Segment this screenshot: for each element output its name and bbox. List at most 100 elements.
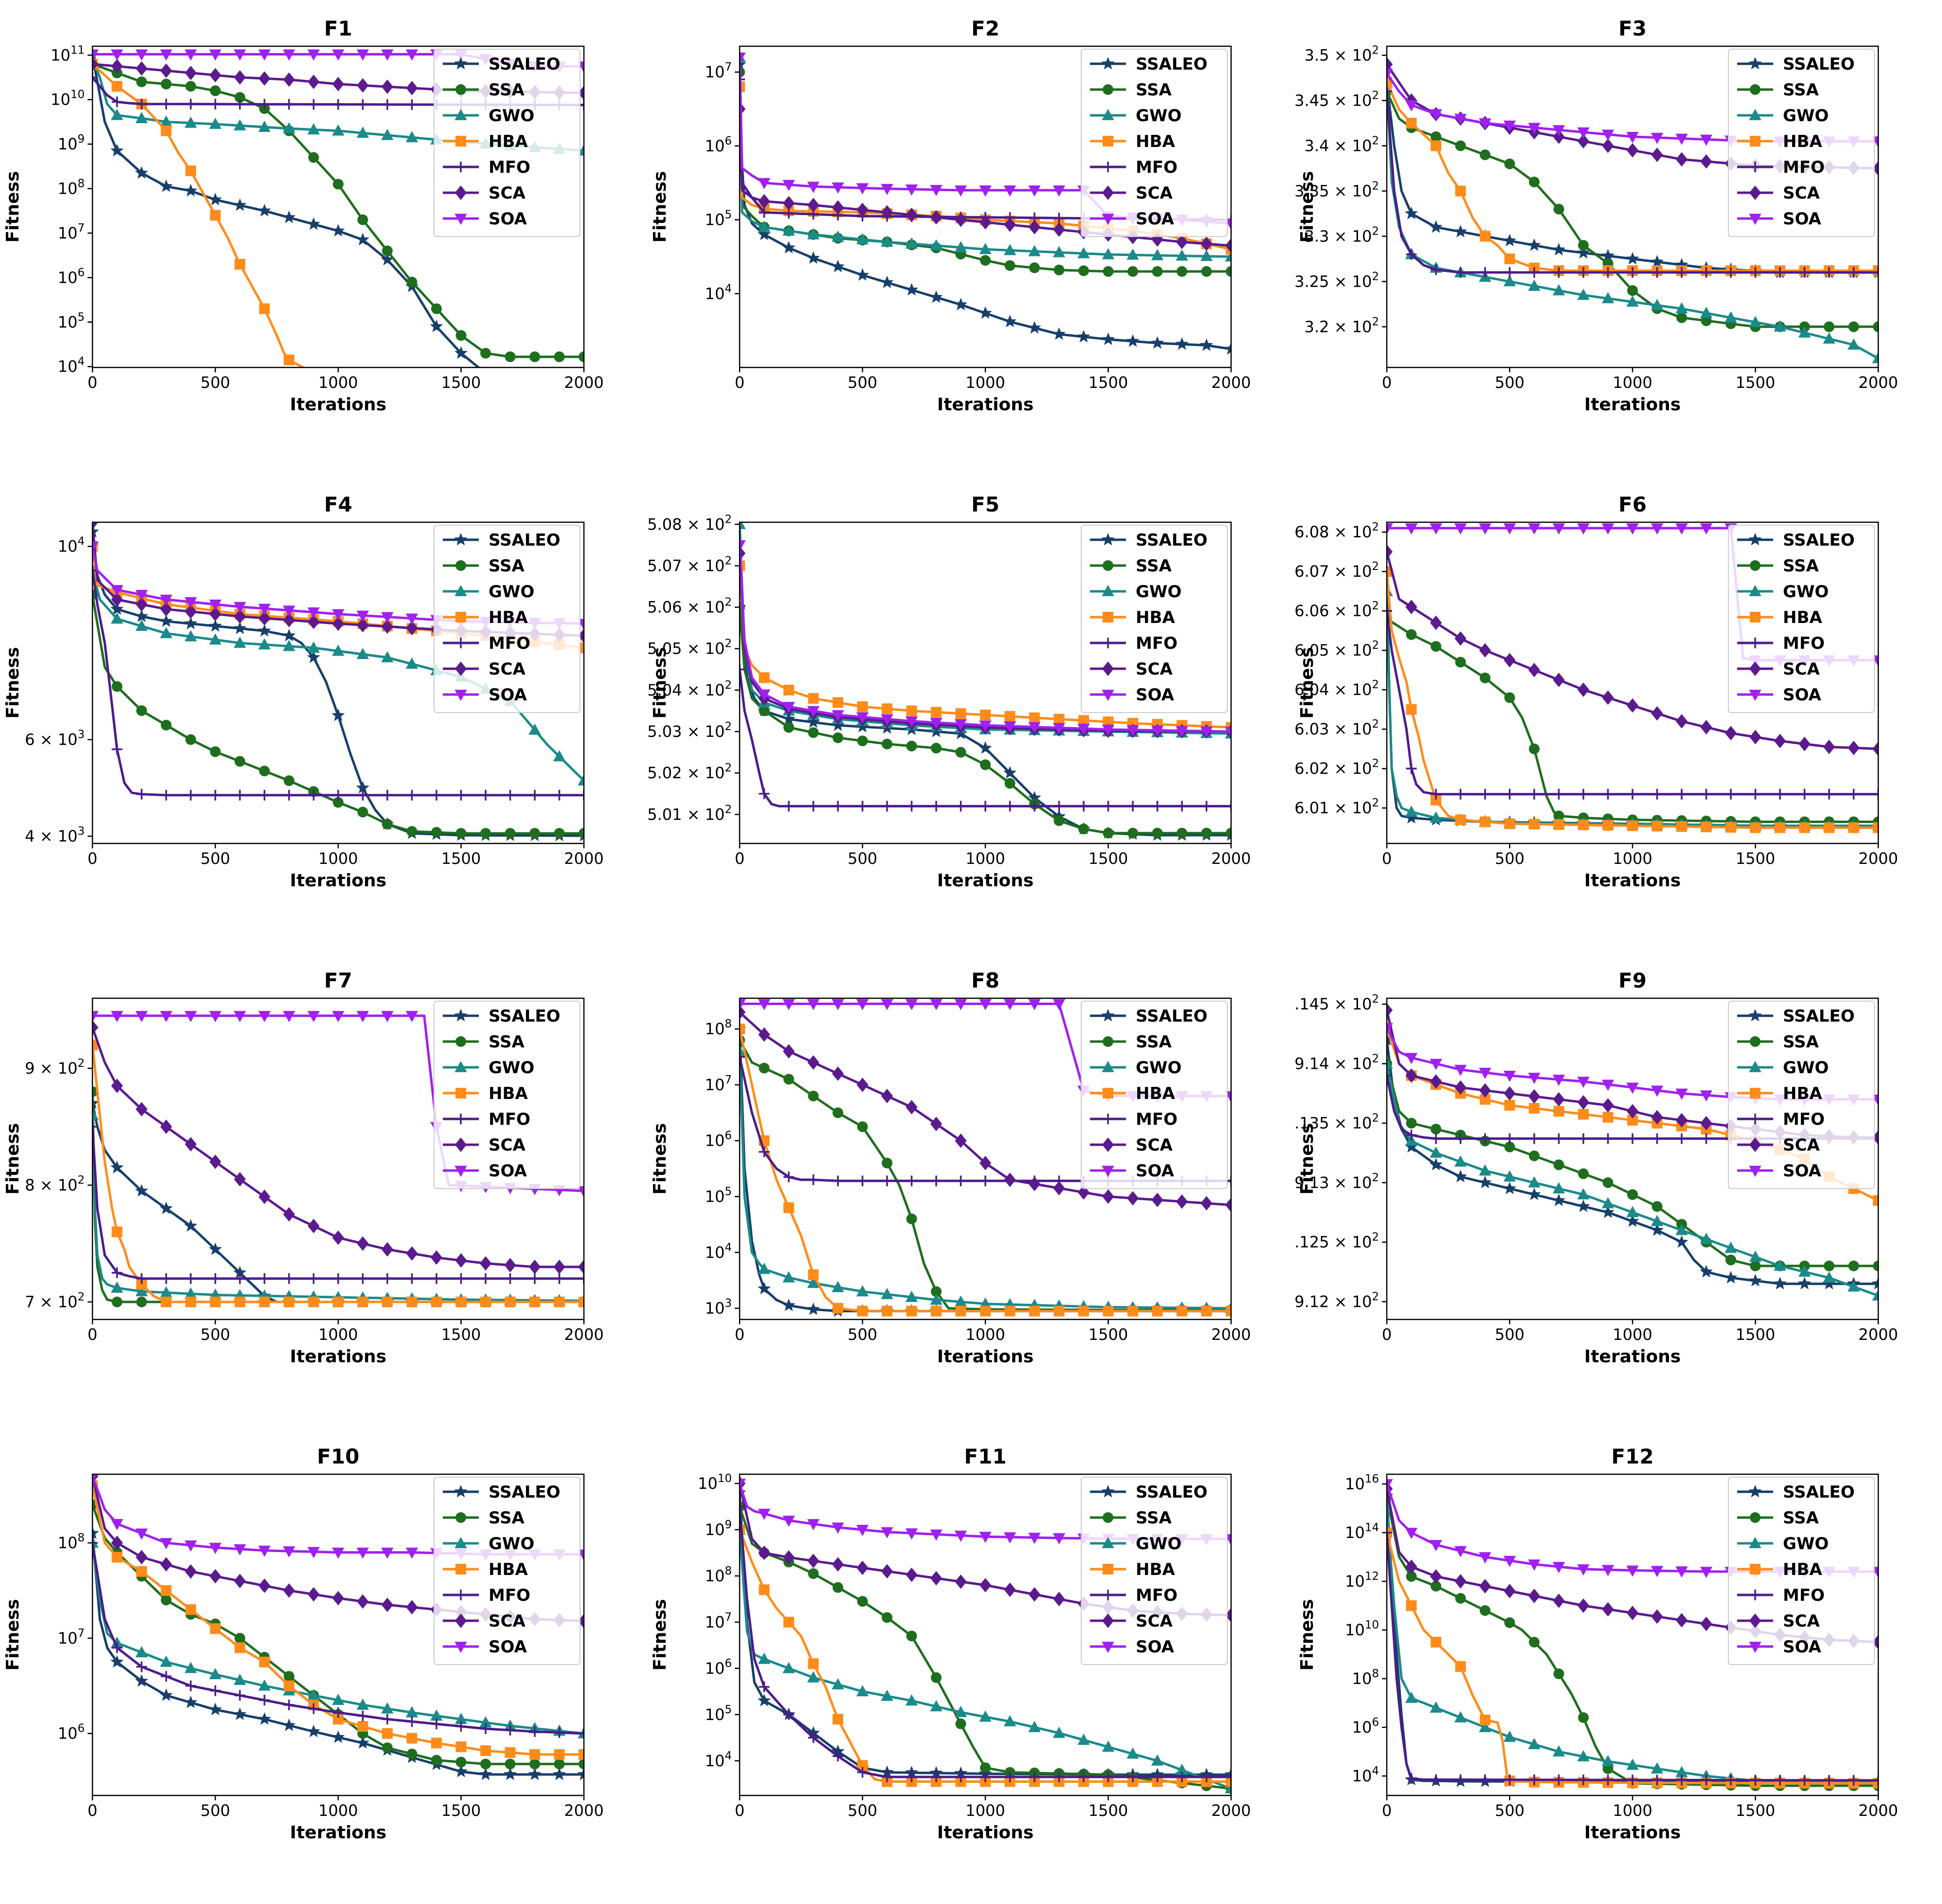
legend: SSALEO SSA GWO HBA MFO SCA SOA xyxy=(1081,1477,1228,1665)
data-point-ssa xyxy=(1553,1668,1564,1679)
data-point-hba xyxy=(480,1745,491,1756)
data-point-ssaleo xyxy=(110,1655,124,1668)
data-point-soa xyxy=(110,1011,124,1023)
data-point-ssa xyxy=(857,1596,868,1607)
legend-label-soa: SOA xyxy=(1783,1161,1821,1181)
x-axis-label: Iterations xyxy=(290,395,386,415)
data-point-ssaleo xyxy=(1404,811,1418,824)
data-point-ssaleo xyxy=(135,1674,148,1687)
data-point-gwo xyxy=(1552,284,1565,295)
data-point-mfo xyxy=(284,789,294,801)
series-line-ssaleo xyxy=(92,55,481,367)
data-point-ssa xyxy=(1406,1571,1417,1582)
data-point-mfo xyxy=(1406,249,1417,260)
data-point-soa xyxy=(1405,100,1418,112)
data-point-hba xyxy=(358,374,368,384)
data-point-ssa xyxy=(1004,260,1016,271)
y-tick-label: 104 xyxy=(705,1241,732,1262)
x-tick-label: 1000 xyxy=(1613,373,1652,392)
legend: SSALEO SSA GWO HBA MFO SCA SOA xyxy=(434,1001,581,1189)
legend-marker-hba xyxy=(1750,612,1761,622)
data-point-mfo xyxy=(955,1772,966,1783)
data-point-mfo xyxy=(1431,1774,1441,1785)
legend: SSALEO SSA GWO HBA MFO SCA SOA xyxy=(434,1477,581,1665)
legend-marker-gwo xyxy=(454,1537,467,1548)
data-point-ssaleo xyxy=(135,1184,148,1197)
y-tick-label: 1016 xyxy=(1345,1473,1379,1493)
data-point-hba xyxy=(185,1297,196,1307)
data-point-hba xyxy=(783,1202,794,1213)
data-point-gwo xyxy=(881,235,893,247)
legend-marker-mfo xyxy=(1750,162,1761,172)
data-point-soa xyxy=(905,716,918,728)
data-point-gwo xyxy=(1200,250,1213,261)
legend-label-ssa: SSA xyxy=(1783,80,1819,100)
data-point-sca xyxy=(832,1066,844,1081)
series-line-gwo xyxy=(740,1051,1231,1310)
legend-label-gwo: GWO xyxy=(1136,582,1181,602)
data-point-sca xyxy=(1749,730,1761,745)
data-point-mfo xyxy=(1652,267,1663,278)
legend-marker-hba xyxy=(1103,1088,1113,1098)
data-point-soa xyxy=(332,49,345,61)
data-point-sca xyxy=(758,1027,770,1042)
y-axis-label: Fitness xyxy=(3,171,23,242)
data-point-soa xyxy=(307,607,320,619)
data-point-ssaleo xyxy=(1077,330,1090,343)
data-point-ssa xyxy=(980,759,991,770)
legend-label-gwo: GWO xyxy=(489,106,534,126)
data-point-mfo xyxy=(980,1772,991,1783)
y-axis-label: Fitness xyxy=(650,1123,670,1194)
legend-marker-gwo xyxy=(1749,109,1761,120)
data-point-hba xyxy=(1455,185,1466,197)
data-point-soa xyxy=(782,702,795,714)
chart-panel-f11: F11 0 500 1000 1500 2000 104 105 106 107 108 109 101… xyxy=(650,1445,1251,1843)
data-point-sca xyxy=(782,1550,795,1565)
data-point-gwo xyxy=(1651,1215,1664,1227)
data-point-mfo xyxy=(833,1751,843,1762)
data-point-ssa xyxy=(235,756,245,767)
data-point-soa xyxy=(1503,120,1516,132)
legend-label-ssaleo: SSALEO xyxy=(489,55,561,74)
legend-label-ssa: SSA xyxy=(1136,1032,1172,1052)
data-point-soa xyxy=(832,1522,844,1534)
data-point-gwo xyxy=(1626,1758,1639,1770)
data-point-gwo xyxy=(1528,279,1541,291)
y-tick-label: 5.03 × 102 xyxy=(647,720,732,741)
data-point-gwo xyxy=(332,1693,345,1705)
data-point-gwo xyxy=(832,1281,844,1292)
data-point-ssa xyxy=(1504,1617,1515,1628)
data-point-soa xyxy=(1700,523,1713,535)
y-tick-label: 1012 xyxy=(1345,1570,1379,1591)
y-tick-label: 9.145 × 102 xyxy=(1294,993,1379,1013)
data-point-ssa xyxy=(1406,1117,1417,1129)
data-point-ssaleo xyxy=(1003,314,1017,328)
data-point-sca xyxy=(1430,1569,1442,1584)
data-point-ssa xyxy=(1201,827,1212,839)
data-point-ssa xyxy=(1848,321,1859,332)
data-point-ssa xyxy=(955,1718,966,1729)
data-point-hba xyxy=(1201,1305,1212,1317)
data-point-gwo xyxy=(930,239,943,251)
data-point-mfo xyxy=(308,789,319,801)
data-point-soa xyxy=(160,594,173,606)
data-point-mfo xyxy=(1848,1775,1859,1786)
data-point-mfo xyxy=(1627,788,1638,800)
data-point-ssa xyxy=(308,152,319,163)
data-point-ssaleo xyxy=(757,1694,771,1706)
x-tick-label: 500 xyxy=(200,849,230,868)
data-point-sca xyxy=(258,1578,271,1593)
series-group xyxy=(740,522,1231,841)
data-point-ssa xyxy=(931,743,942,754)
data-point-mfo xyxy=(1029,1772,1040,1783)
data-point-soa xyxy=(283,1546,295,1558)
x-axis-label: Iterations xyxy=(290,1347,386,1367)
data-point-soa xyxy=(578,1186,584,1198)
data-point-soa xyxy=(1053,999,1066,1010)
data-point-soa xyxy=(1405,1528,1418,1539)
data-point-mfo xyxy=(1725,788,1736,800)
data-point-sca xyxy=(209,1154,221,1169)
legend-label-mfo: MFO xyxy=(489,1110,530,1129)
x-axis-label: Iterations xyxy=(1584,871,1681,891)
data-point-ssa xyxy=(357,214,368,225)
